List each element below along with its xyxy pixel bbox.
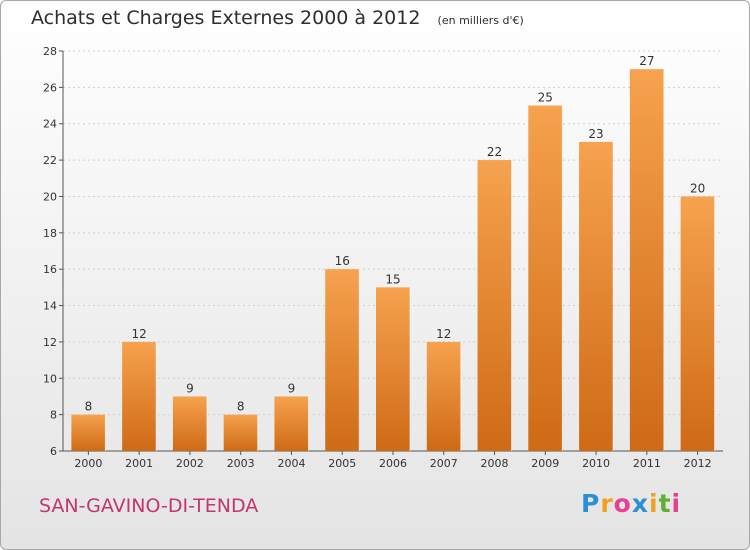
bar [680, 196, 715, 451]
data-label: 9 [288, 381, 296, 395]
bar [376, 287, 410, 451]
bar [629, 69, 664, 451]
data-label: 22 [487, 145, 502, 159]
logo-letter: x [631, 489, 649, 518]
y-tick-label: 22 [43, 154, 57, 167]
y-tick-label: 12 [43, 336, 57, 349]
commune-name: SAN-GAVINO-DI-TENDA [39, 495, 259, 517]
logo-letter: t [658, 489, 672, 518]
data-label: 16 [335, 254, 350, 268]
x-tick-label: 2004 [277, 457, 305, 470]
data-label: 20 [690, 181, 705, 195]
logo-letter: r [600, 489, 614, 518]
x-tick-label: 2009 [531, 457, 559, 470]
chart-title: Achats et Charges Externes 2000 à 2012 (… [31, 7, 524, 29]
y-tick-label: 6 [50, 445, 57, 458]
logo-letter: i [671, 489, 682, 518]
data-label: 23 [588, 127, 603, 141]
y-tick-label: 10 [43, 372, 57, 385]
y-tick-label: 26 [43, 81, 57, 94]
bar [274, 396, 309, 451]
chart-title-text: Achats et Charges Externes 2000 à 2012 [31, 7, 421, 29]
data-label: 12 [436, 327, 451, 341]
y-tick-label: 14 [43, 300, 57, 313]
y-tick-label: 18 [43, 227, 57, 240]
y-tick-label: 20 [43, 190, 57, 203]
x-tick-label: 2003 [227, 457, 255, 470]
x-tick-label: 2006 [379, 457, 407, 470]
logo-letter: o [613, 489, 632, 518]
bar [477, 160, 512, 451]
chart-unit-text: (en milliers d'€) [437, 14, 524, 27]
bar [122, 341, 157, 451]
data-label: 9 [186, 381, 194, 395]
x-tick-label: 2010 [582, 457, 610, 470]
logo-letter: P [581, 489, 601, 518]
x-tick-label: 2000 [74, 457, 102, 470]
bar [71, 414, 106, 451]
logo-letter: i [649, 489, 659, 518]
x-tick-label: 2001 [125, 457, 153, 470]
bar [426, 341, 461, 451]
x-tick-label: 2008 [481, 457, 509, 470]
data-label: 27 [639, 54, 654, 68]
proxiti-logo[interactable]: Proxiti [581, 489, 681, 518]
bar [325, 269, 360, 451]
labels: 6 8 10 12 14 16 18 20 22 24 26 28 8 2000 12 2001 9 2002 8 2… [43, 45, 712, 470]
data-label: 8 [85, 400, 93, 414]
y-tick-label: 8 [50, 409, 57, 422]
y-tick-label: 24 [43, 118, 57, 131]
data-label: 25 [538, 91, 553, 105]
data-label: 8 [237, 400, 245, 414]
bar [528, 105, 563, 451]
x-tick-label: 2012 [684, 457, 712, 470]
x-tick-label: 2011 [633, 457, 661, 470]
x-tick-label: 2002 [176, 457, 204, 470]
bar [579, 141, 614, 451]
data-label: 15 [385, 272, 400, 286]
bar [223, 414, 258, 451]
y-tick-label: 28 [43, 45, 57, 58]
bars [71, 69, 716, 451]
bar [172, 396, 207, 451]
data-label: 12 [132, 327, 147, 341]
x-tick-label: 2007 [430, 457, 458, 470]
y-tick-label: 16 [43, 263, 57, 276]
x-tick-label: 2005 [328, 457, 356, 470]
